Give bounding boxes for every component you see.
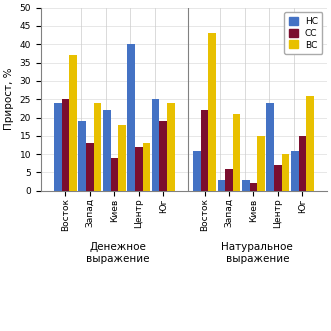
- Bar: [167, 103, 175, 191]
- Bar: [217, 180, 225, 191]
- Text: Денежное
выражение: Денежное выражение: [86, 242, 150, 264]
- Bar: [208, 33, 216, 191]
- Bar: [78, 121, 86, 191]
- Bar: [282, 154, 289, 191]
- Bar: [135, 147, 143, 191]
- Bar: [193, 151, 201, 191]
- Bar: [257, 136, 265, 191]
- Bar: [201, 110, 208, 191]
- Bar: [160, 121, 167, 191]
- Bar: [242, 180, 250, 191]
- Bar: [233, 114, 240, 191]
- Bar: [54, 103, 62, 191]
- Legend: НС, СС, ВС: НС, СС, ВС: [284, 12, 322, 54]
- Bar: [250, 183, 257, 191]
- Bar: [62, 99, 69, 191]
- Bar: [152, 99, 160, 191]
- Bar: [291, 151, 299, 191]
- Bar: [266, 103, 274, 191]
- Bar: [111, 158, 118, 191]
- Bar: [127, 44, 135, 191]
- Bar: [274, 165, 282, 191]
- Bar: [118, 125, 126, 191]
- Bar: [103, 110, 111, 191]
- Text: Натуральное
выражение: Натуральное выражение: [221, 242, 293, 264]
- Bar: [299, 136, 306, 191]
- Bar: [94, 103, 101, 191]
- Bar: [69, 55, 77, 191]
- Bar: [306, 96, 314, 191]
- Bar: [143, 143, 150, 191]
- Y-axis label: Прирост, %: Прирост, %: [4, 68, 14, 130]
- Bar: [225, 169, 233, 191]
- Bar: [86, 143, 94, 191]
